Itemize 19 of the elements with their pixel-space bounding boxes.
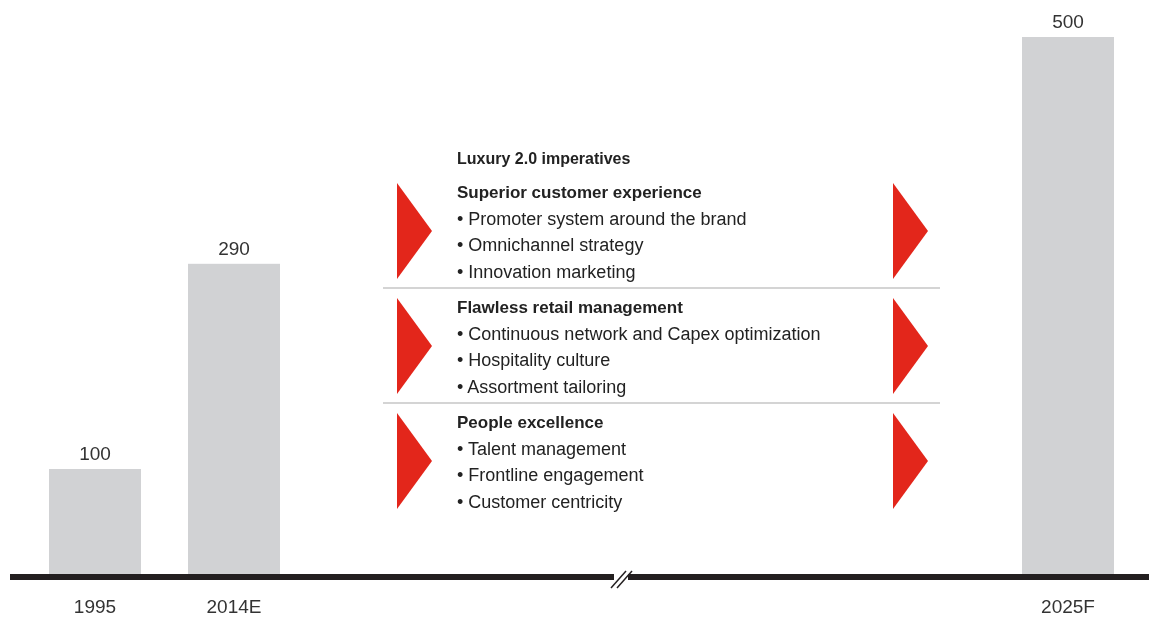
annotation: • Frontline engagement	[457, 465, 644, 485]
x-tick-label: 2014E	[206, 596, 262, 617]
annotation: Luxury 2.0 imperatives	[457, 150, 631, 167]
annotation: • Omnichannel strategy	[457, 235, 644, 255]
annotation: Superior customer experience	[457, 183, 702, 202]
x-tick-label: 2025F	[1041, 596, 1095, 617]
annotation: • Continuous network and Capex optimization	[457, 323, 821, 344]
x-tick-label: 1995	[73, 596, 117, 617]
annotation: • Hospitality culture	[457, 350, 611, 370]
annotation: • Innovation marketing	[457, 261, 636, 282]
annotation: • Assortment tailoring	[457, 376, 627, 397]
annotation: Flawless retail management	[457, 298, 684, 317]
data-label: 290	[218, 237, 250, 259]
data-label: 100	[79, 443, 111, 464]
data-label: 500	[1052, 11, 1084, 32]
annotation: • Promoter system around the brand	[457, 208, 747, 229]
annotation: People excellence	[457, 413, 604, 432]
annotation: • Talent management	[457, 438, 627, 459]
annotation: • Customer centricity	[457, 491, 623, 512]
